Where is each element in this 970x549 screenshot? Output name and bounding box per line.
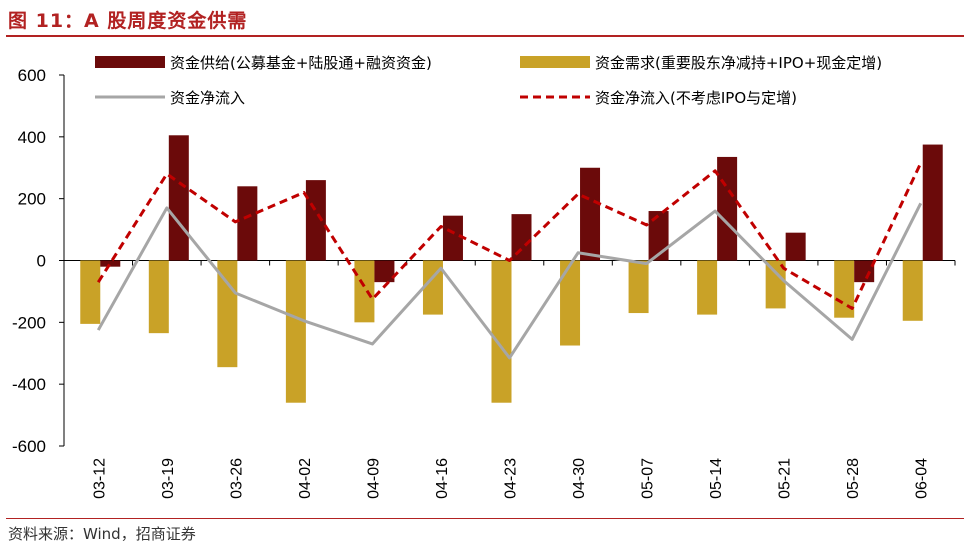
x-tick-label: 03-19 — [160, 458, 177, 499]
lines — [96, 162, 923, 360]
legend-swatch-demand — [520, 56, 590, 68]
x-tick-label: 05-28 — [845, 458, 862, 499]
x-tick-label: 05-07 — [640, 458, 657, 499]
y-tick-label: -600 — [12, 437, 46, 456]
line-net-inflow-ex-ipo — [97, 162, 923, 310]
legend-swatch-supply — [95, 56, 165, 68]
bar-demand — [491, 260, 512, 403]
bar-demand — [560, 260, 581, 346]
bar-supply — [717, 156, 738, 261]
axes: -600 -400 -200 0 200 400 600 03-12 03-19 03-26 04-… — [12, 66, 956, 499]
chart-title: 图 11：A 股周度资金供需 — [8, 10, 248, 32]
bar-demand — [80, 260, 101, 324]
bar-supply — [442, 215, 463, 261]
x-tick-label: 04-02 — [297, 458, 314, 499]
x-tick-label: 04-23 — [503, 458, 520, 499]
bar-supply — [511, 214, 532, 261]
bar-demand — [834, 260, 855, 318]
legend-label-net: 资金净流入 — [170, 89, 245, 107]
legend-label-net-ex: 资金净流入(不考虑IPO与定增) — [595, 89, 797, 107]
bar-supply — [237, 186, 258, 261]
line-net-inflow — [96, 202, 923, 360]
bar-demand — [697, 260, 718, 315]
bar-demand — [628, 260, 649, 314]
footer-divider — [6, 518, 964, 519]
legend-label-demand: 资金需求(重要股东净减持+IPO+现金定增) — [595, 54, 882, 72]
x-tick-label: 03-26 — [228, 458, 245, 499]
y-tick-label: 600 — [18, 66, 46, 85]
bar-demand — [148, 260, 169, 334]
y-tick-label: 0 — [37, 252, 46, 271]
bar-supply — [922, 144, 943, 261]
y-tick-label: -400 — [12, 375, 46, 394]
x-tick-label: 06-04 — [914, 458, 931, 499]
bar-supply — [785, 232, 806, 261]
bar-supply — [580, 167, 601, 261]
legend-label-supply: 资金供给(公募基金+陆股通+融资资金) — [170, 54, 432, 72]
x-tick-label: 05-21 — [777, 458, 794, 499]
bar-demand — [285, 260, 306, 403]
bar-supply — [305, 180, 326, 261]
x-tick-label: 04-16 — [434, 458, 451, 499]
source-note: 资料来源：Wind，招商证券 — [8, 525, 196, 543]
y-tick-label: 400 — [18, 128, 46, 147]
x-tick-label: 05-14 — [708, 458, 725, 499]
bar-supply — [168, 135, 189, 261]
x-tick-label: 04-09 — [365, 458, 382, 499]
bar-supply — [854, 260, 875, 283]
bar-demand — [902, 260, 923, 321]
bar-supply — [100, 260, 121, 267]
y-tick-label: 200 — [18, 190, 46, 209]
bar-supply — [648, 211, 669, 261]
title-divider — [6, 35, 964, 37]
bar-demand — [422, 260, 443, 315]
bar-demand — [765, 260, 786, 309]
bars — [80, 135, 943, 403]
y-tick-label: -200 — [12, 313, 46, 332]
legend: 资金供给(公募基金+陆股通+融资资金) 资金需求(重要股东净减持+IPO+现金定… — [95, 54, 882, 107]
bar-supply — [374, 260, 395, 283]
x-tick-label: 04-30 — [571, 458, 588, 499]
x-tick-label: 03-12 — [91, 458, 108, 499]
bar-demand — [354, 260, 375, 323]
chart: -600 -400 -200 0 200 400 600 03-12 03-19 03-26 04-… — [12, 54, 956, 499]
